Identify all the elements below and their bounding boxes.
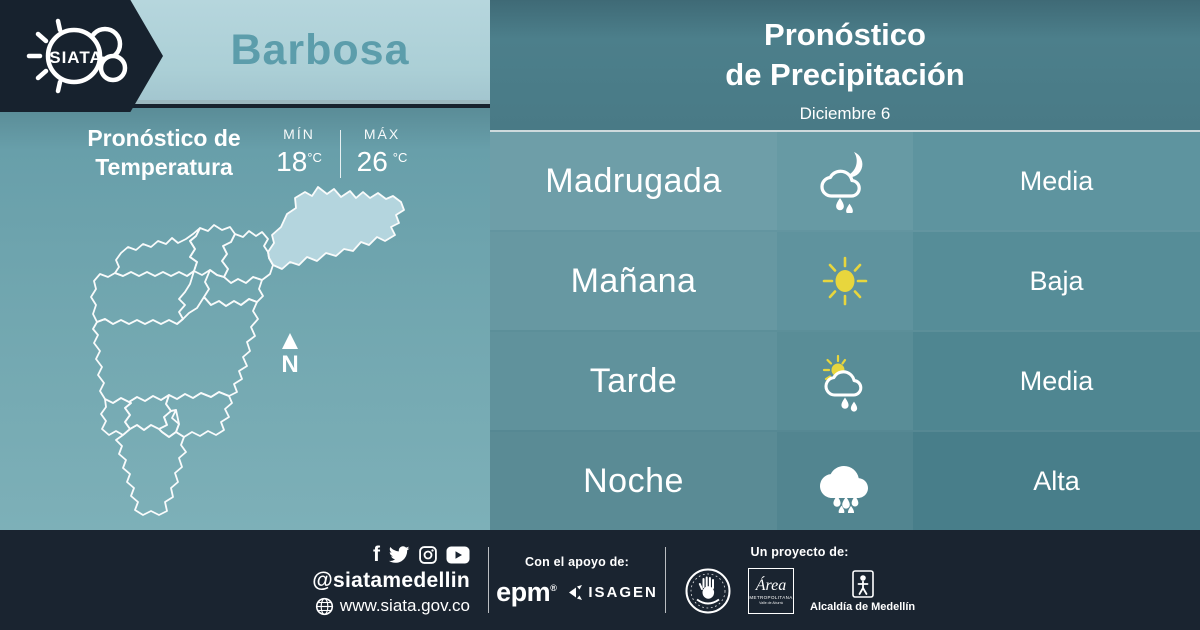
facebook-icon[interactable]: f: [373, 543, 380, 566]
isagen-logo: ISAGEN: [569, 584, 658, 601]
social-handle[interactable]: @siatamedellin: [312, 569, 470, 592]
brand-chevron: SIATA: [0, 0, 163, 112]
precipitation-header: Pronóstico de Precipitación Diciembre 6: [490, 0, 1200, 132]
map-region: [114, 227, 201, 277]
youtube-icon[interactable]: [446, 546, 470, 564]
forecast-row-madrugada: Madrugada Media: [490, 132, 1200, 230]
epm-logo: epm®: [496, 576, 557, 607]
alcaldia-emblem-icon: [851, 569, 874, 598]
cloud-moon-rain-icon: [820, 152, 863, 213]
footer-divider: [665, 547, 666, 613]
social-block: f @siatamedellin www.siata.gov.co: [308, 544, 470, 616]
project-label: Un proyecto de:: [750, 545, 849, 559]
forecast-level-value: Alta: [1033, 465, 1080, 496]
forecast-row-noche: Noche Alta: [490, 430, 1200, 530]
map-region: [90, 270, 195, 325]
min-temperature: MÍN 18°C: [276, 126, 322, 177]
forecast-level-value: Baja: [1029, 265, 1084, 296]
globe-icon: [315, 597, 334, 615]
alcaldia-medellin-logo: Alcaldía de Medellín: [810, 569, 915, 613]
website-row[interactable]: www.siata.gov.co: [315, 596, 470, 616]
forecast-level-value: Media: [1019, 365, 1094, 396]
forecast-period-label: Noche: [583, 461, 684, 500]
project-block: Un proyecto de: Área METROPOLITANA Valle: [684, 545, 915, 615]
map-region: [221, 230, 274, 284]
footer-divider: [488, 547, 489, 613]
map-region: [165, 391, 233, 438]
forecast-table: Madrugada Media Mañana: [490, 132, 1200, 530]
map-region: [100, 397, 132, 436]
forecast-row-tarde: Tarde M: [490, 330, 1200, 430]
map-region: [124, 394, 172, 431]
instagram-icon[interactable]: [418, 545, 438, 565]
forecast-date: Diciembre 6: [799, 104, 891, 123]
seal-emblem-icon: [685, 568, 731, 614]
forecast-period-label: Madrugada: [545, 161, 722, 200]
forecast-level-value: Media: [1019, 165, 1094, 196]
sun-cloud-rain-icon: [822, 354, 863, 412]
forecast-period-label: Mañana: [570, 261, 697, 300]
map-region-barbosa: [267, 186, 405, 270]
map-region: [92, 296, 259, 404]
temperature-title: Pronóstico de Temperatura: [87, 125, 241, 180]
support-block: Con el apoyo de: epm® ISAGEN: [496, 554, 656, 606]
minmax-block: MÍN 18°C MÁX 26 °C: [268, 126, 413, 178]
municipality-name: Barbosa: [230, 25, 410, 74]
support-label: Con el apoyo de:: [525, 554, 629, 569]
compass-north-icon: N: [281, 333, 299, 378]
footer: f @siatamedellin www.siata.gov.co Con el…: [0, 530, 1200, 630]
precipitation-panel: Pronóstico de Precipitación Diciembre 6 …: [490, 0, 1200, 530]
website-url: www.siata.gov.co: [339, 596, 470, 615]
forecast-row-manana: Mañana Baja: [490, 230, 1200, 330]
max-temperature: MÁX 26 °C: [356, 126, 408, 177]
aburra-valley-map: N: [90, 186, 405, 516]
temperature-panel: Pronóstico de Temperatura MÍN 18°C MÁX 2…: [0, 108, 490, 530]
precipitation-title: Pronóstico de Precipitación: [725, 17, 965, 92]
twitter-icon[interactable]: [388, 544, 410, 566]
isagen-mark-icon: [569, 584, 583, 600]
cloud-heavy-rain-icon: [820, 466, 868, 513]
social-icons: f: [373, 544, 470, 566]
svg-text:N: N: [281, 351, 298, 378]
map-region: [115, 424, 187, 516]
minmax-divider: [340, 130, 341, 178]
siata-logo-text: SIATA: [49, 48, 102, 67]
forecast-period-label: Tarde: [589, 361, 678, 400]
sun-icon: [822, 256, 868, 306]
siata-logo-icon: SIATA: [26, 18, 128, 94]
area-metropolitana-logo: Área METROPOLITANA Valle de Aburrá: [748, 568, 794, 614]
